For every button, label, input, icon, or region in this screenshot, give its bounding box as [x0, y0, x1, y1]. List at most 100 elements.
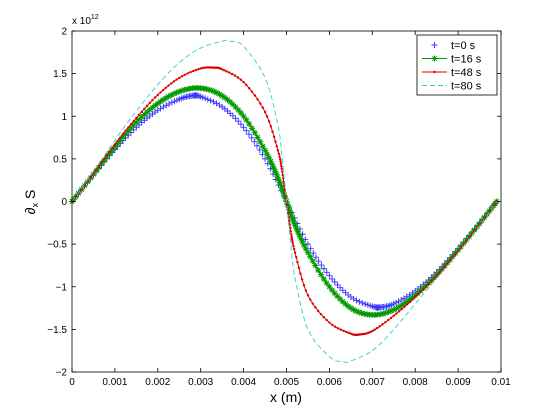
data-point-t-48-s: [236, 76, 240, 79]
data-point-t-16-s: [390, 306, 397, 313]
data-point-t-48-s: [277, 152, 281, 155]
data-point-t-48-s: [199, 67, 202, 70]
data-point-t-16-s: [317, 271, 324, 278]
data-point-t-48-s: [389, 316, 393, 320]
data-point-t-16-s: [165, 93, 172, 100]
data-point-t-16-s: [243, 116, 250, 123]
data-point-t-48-s: [178, 76, 181, 80]
data-point-t-16-s: [382, 309, 389, 316]
data-point-t-48-s: [256, 98, 259, 101]
data-point-t-48-s: [197, 68, 200, 71]
data-point-t-48-s: [265, 115, 269, 118]
data-point-t-16-s: [203, 85, 210, 92]
data-point-t-16-s: [355, 309, 362, 316]
data-point-t-48-s: [285, 204, 289, 207]
y-multiplier: x 1012: [72, 14, 99, 27]
data-point-t-16-s: [111, 143, 118, 150]
data-point-t-48-s: [311, 302, 314, 305]
data-point-t-16-s: [406, 296, 413, 303]
data-point-t-48-s: [148, 101, 151, 105]
data-point-t-16-s: [154, 100, 161, 107]
data-point-t-16-s: [181, 86, 188, 93]
y-tick-label: −0.5: [47, 240, 67, 251]
data-point-t-16-s: [144, 109, 151, 116]
data-point-t-48-s: [175, 78, 178, 81]
legend-label-t-80-s: t=80 s: [451, 81, 482, 93]
data-point-t-16-s: [265, 154, 272, 161]
legend-item-t-16-s: t=16 s: [422, 54, 482, 66]
data-point-t-16-s: [162, 95, 169, 102]
data-point-t-16-s: [269, 161, 276, 168]
data-point-t-16-s: [396, 303, 403, 310]
x-tick-label: 0: [69, 377, 75, 388]
data-point-t-48-s: [419, 290, 422, 294]
data-point-t-16-s: [272, 168, 279, 175]
data-point-t-48-s: [102, 157, 106, 160]
data-point-t-16-s: [221, 94, 228, 101]
data-point-t-16-s: [254, 134, 261, 141]
data-point-t-48-s: [314, 306, 317, 309]
data-point-t-16-s: [329, 287, 336, 294]
data-point-t-16-s: [237, 109, 244, 116]
data-point-t-48-s: [483, 216, 486, 220]
data-point-t-48-s: [253, 94, 257, 97]
data-point-t-16-s: [409, 294, 416, 301]
data-point-t-16-s: [302, 245, 309, 252]
x-tick-label: 0.009: [446, 377, 471, 388]
data-point-t-48-s: [159, 91, 162, 94]
data-point-t-48-s: [427, 282, 430, 286]
data-point-t-48-s: [274, 140, 277, 143]
legend-label-t-0-s: t=0 s: [451, 40, 476, 52]
data-point-t-48-s: [135, 116, 138, 120]
data-point-t-0-s: [312, 254, 319, 261]
data-point-t-16-s: [293, 225, 300, 232]
data-point-t-0-s: [235, 118, 242, 125]
data-point-t-48-s: [121, 132, 125, 136]
data-point-t-0-s: [362, 300, 369, 307]
data-point-t-48-s: [378, 325, 381, 328]
data-point-t-16-s: [273, 171, 280, 178]
data-point-t-16-s: [138, 113, 145, 120]
data-point-t-16-s: [149, 104, 156, 111]
x-tick-label: 0.006: [317, 377, 342, 388]
data-point-t-48-s: [292, 247, 296, 251]
data-point-t-48-s: [278, 158, 282, 161]
data-point-t-48-s: [272, 135, 276, 139]
data-point-t-16-s: [326, 283, 333, 290]
y-tick-label: −1.5: [47, 325, 67, 336]
data-point-t-48-s: [271, 130, 274, 133]
x-tick-label: 0.003: [188, 377, 213, 388]
data-point-t-48-s: [186, 72, 189, 75]
data-point-t-48-s: [438, 271, 441, 274]
data-point-t-48-s: [386, 318, 390, 322]
y-axis-label: ∂x S: [22, 190, 40, 215]
data-point-t-16-s: [290, 219, 297, 226]
legend-item-t-0-s: t=0 s: [431, 40, 476, 52]
data-point-t-48-s: [392, 314, 395, 317]
data-point-t-48-s: [167, 84, 170, 87]
data-point-t-16-s: [398, 302, 405, 309]
data-point-t-48-s: [269, 125, 273, 128]
data-point-t-48-s: [280, 167, 283, 170]
data-point-t-16-s: [160, 96, 167, 103]
data-point-t-16-s: [297, 235, 304, 242]
data-point-t-48-s: [230, 72, 234, 76]
data-point-t-48-s: [172, 80, 176, 83]
data-point-t-48-s: [289, 230, 292, 233]
data-point-t-16-s: [393, 305, 400, 312]
y-tick-label: 0: [61, 197, 67, 208]
data-point-t-16-s: [213, 89, 220, 96]
data-point-t-16-s: [152, 102, 159, 109]
legend-marker-t-16-s: [431, 55, 438, 62]
data-point-t-16-s: [246, 120, 253, 127]
data-point-t-16-s: [380, 310, 387, 317]
data-point-t-48-s: [189, 70, 192, 74]
data-point-t-16-s: [281, 192, 288, 199]
y-tick-label: 0.5: [53, 154, 67, 165]
data-point-t-48-s: [127, 126, 130, 129]
data-point-t-0-s: [310, 250, 317, 257]
data-point-t-48-s: [242, 80, 245, 84]
data-point-t-48-s: [430, 280, 433, 283]
data-point-t-48-s: [74, 195, 78, 198]
y-axis-label-main: ∂: [22, 207, 38, 214]
